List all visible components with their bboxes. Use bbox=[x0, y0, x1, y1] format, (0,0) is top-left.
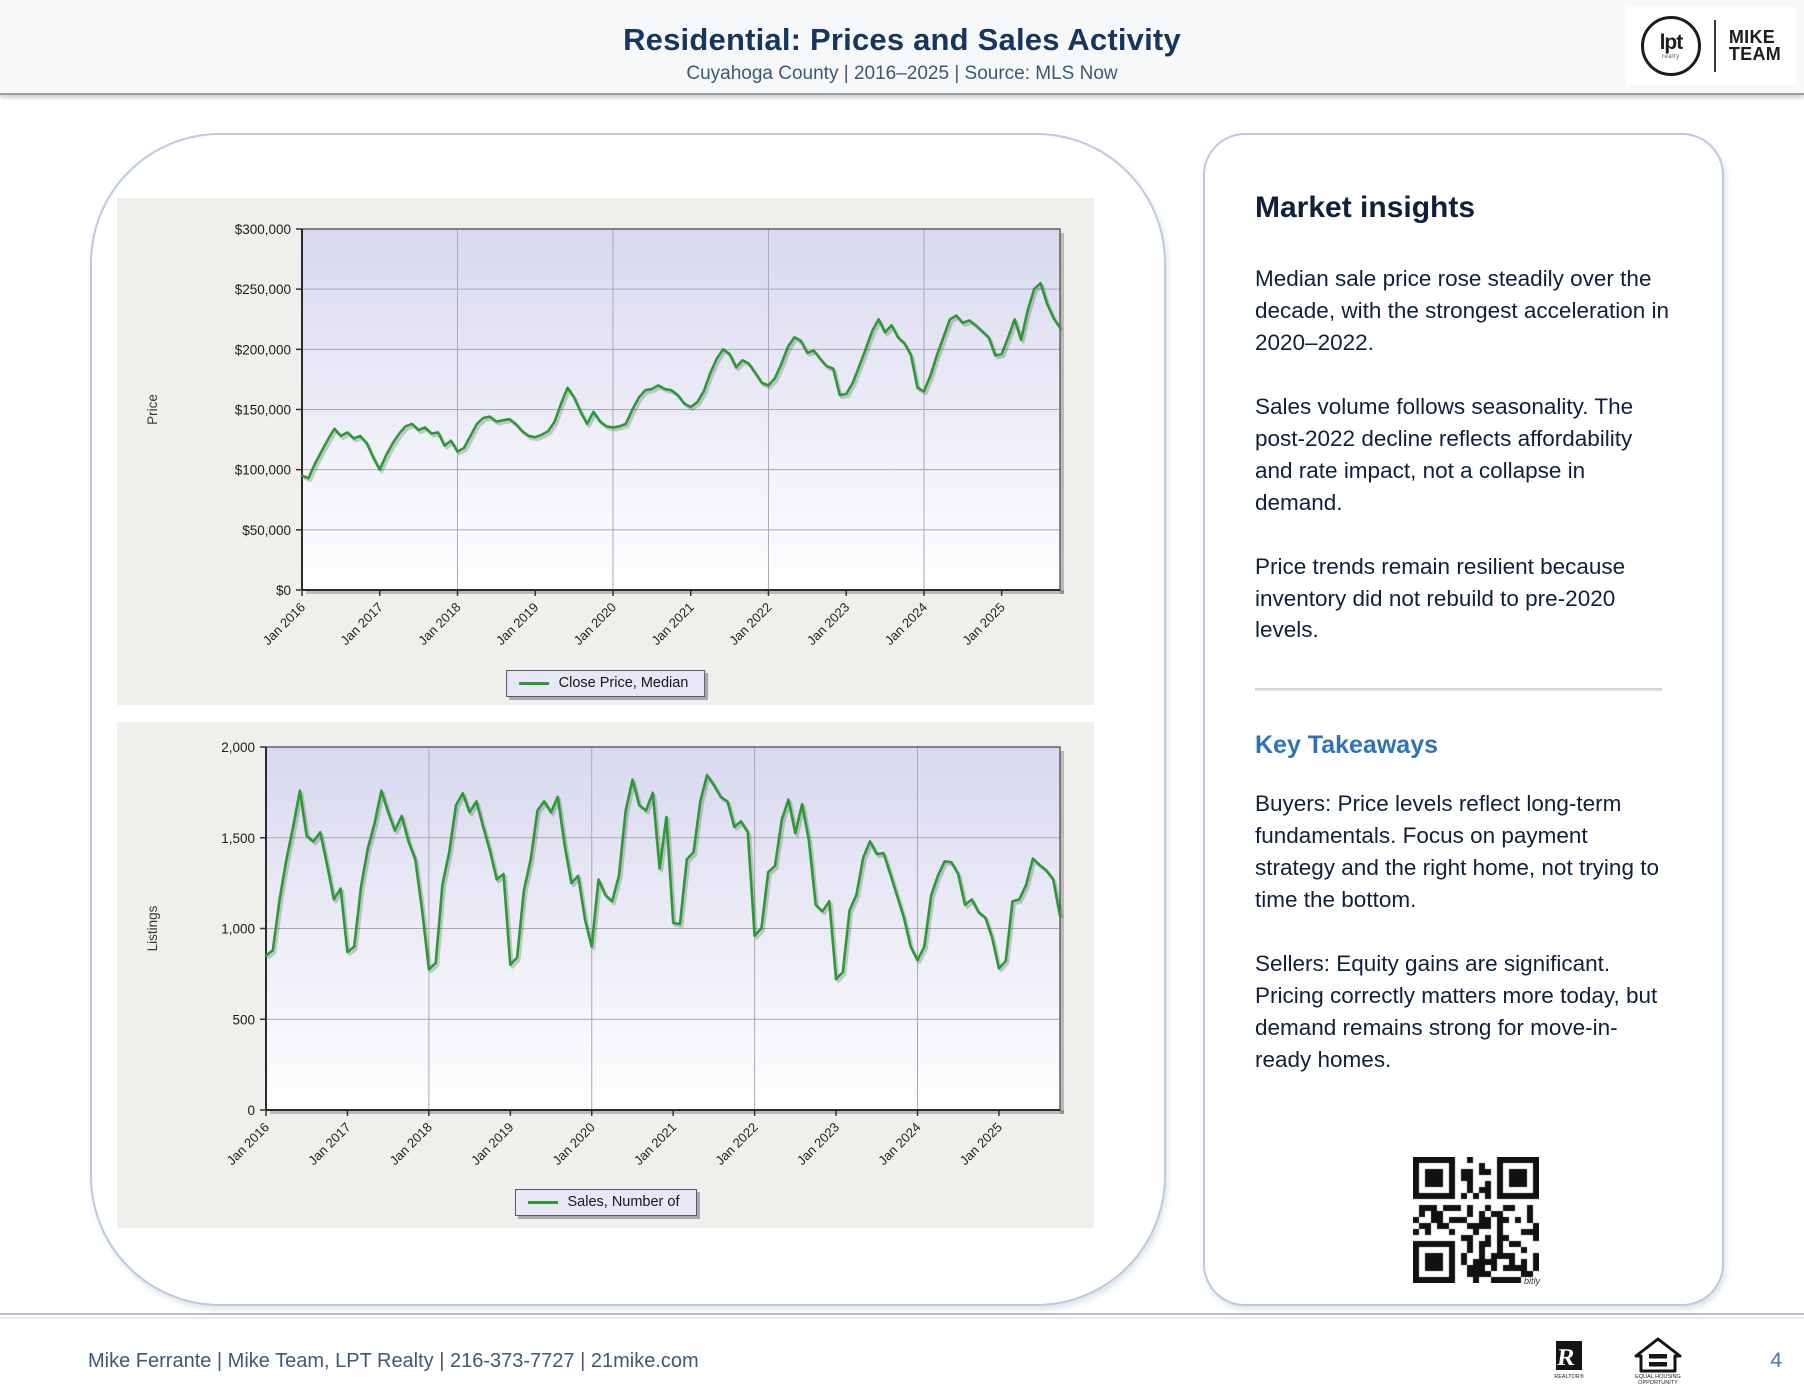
svg-text:Jan 2023: Jan 2023 bbox=[794, 1120, 842, 1168]
svg-text:Jan 2024: Jan 2024 bbox=[882, 600, 930, 648]
lpt-realty-logo-icon: lpt realty bbox=[1640, 16, 1701, 76]
takeaway-paragraph: Sellers: Equity gains are significant. P… bbox=[1255, 951, 1658, 1072]
svg-text:500: 500 bbox=[232, 1012, 255, 1027]
svg-text:Jan 2023: Jan 2023 bbox=[804, 600, 852, 648]
svg-text:Jan 2019: Jan 2019 bbox=[493, 600, 541, 648]
footer-bar: Mike Ferrante | Mike Team, LPT Realty | … bbox=[0, 1313, 1804, 1394]
insight-paragraph: Median sale price rose steadily over the… bbox=[1255, 266, 1669, 355]
sales-chart-plot: 0 500 1,000 1,500 2,000 Jan 2016 Jan 2017 Jan 2… bbox=[145, 740, 1064, 1168]
svg-text:OPPORTUNITY: OPPORTUNITY bbox=[1638, 1380, 1678, 1385]
page-subtitle: Cuyahoga County | 2016–2025 | Source: ML… bbox=[686, 63, 1118, 84]
svg-text:REALTOR®: REALTOR® bbox=[1555, 1373, 1585, 1380]
svg-text:1,000: 1,000 bbox=[221, 922, 255, 937]
insight-paragraph: Price trends remain resilient because in… bbox=[1255, 553, 1626, 643]
svg-text:Jan 2021: Jan 2021 bbox=[648, 600, 696, 648]
svg-text:$100,000: $100,000 bbox=[235, 463, 291, 478]
realtor-logo-icon: R REALTOR® bbox=[1555, 1341, 1585, 1380]
price-chart-plot: $0 $50,000 $100,000 $150,000 $200,000 $250,00… bbox=[145, 222, 1064, 648]
svg-text:Jan 2020: Jan 2020 bbox=[549, 1120, 597, 1168]
key-takeaways-heading: Key Takeaways bbox=[1255, 731, 1438, 760]
svg-text:$200,000: $200,000 bbox=[235, 342, 291, 357]
svg-text:R: R bbox=[1556, 1345, 1578, 1371]
takeaway-paragraph: Buyers: Price levels reflect long-term f… bbox=[1255, 791, 1659, 913]
footer-contact: Mike Ferrante | Mike Team, LPT Realty | … bbox=[88, 1349, 699, 1372]
brand-divider bbox=[1713, 20, 1716, 72]
lpt-realty-label: realty bbox=[1662, 54, 1680, 60]
header-bar: Residential: Prices and Sales Activity C… bbox=[0, 0, 1804, 95]
svg-text:Jan 2019: Jan 2019 bbox=[468, 1120, 516, 1168]
svg-text:EQUAL HOUSING: EQUAL HOUSING bbox=[1635, 1374, 1681, 1380]
legend-line-icon bbox=[518, 681, 549, 685]
charts-card: $0 $50,000 $100,000 $150,000 $200,000 $250,00… bbox=[90, 133, 1166, 1306]
qr-bitly-label: bitly bbox=[1523, 1276, 1540, 1286]
insights-card: Market insights Median sale price rose s… bbox=[1203, 133, 1724, 1306]
lpt-logo-text: lpt bbox=[1659, 31, 1684, 54]
svg-text:Jan 2022: Jan 2022 bbox=[726, 600, 774, 648]
price-chart: $0 $50,000 $100,000 $150,000 $200,000 $250,00… bbox=[117, 198, 1094, 705]
svg-text:Jan 2024: Jan 2024 bbox=[875, 1120, 923, 1168]
page-number: 4 bbox=[1770, 1349, 1782, 1372]
sales-chart-legend: Sales, Number of bbox=[514, 1189, 697, 1216]
svg-text:$50,000: $50,000 bbox=[242, 523, 291, 538]
insights-heading: Market insights bbox=[1255, 191, 1476, 224]
svg-text:$0: $0 bbox=[276, 583, 291, 598]
equal-housing-icon: EQUAL HOUSING OPPORTUNITY bbox=[1634, 1337, 1682, 1385]
qr-code bbox=[1413, 1157, 1539, 1283]
svg-text:Jan 2017: Jan 2017 bbox=[305, 1120, 353, 1168]
legend-line-icon bbox=[527, 1200, 558, 1204]
brand-box: lpt realty MIKE TEAM bbox=[1626, 7, 1796, 85]
legend-label: Sales, Number of bbox=[567, 1194, 680, 1210]
mike-team-line1: MIKE bbox=[1728, 26, 1776, 47]
sales-chart: 0 500 1,000 1,500 2,000 Jan 2016 Jan 2017 Jan 2… bbox=[117, 722, 1094, 1228]
svg-text:Jan 2020: Jan 2020 bbox=[571, 600, 619, 648]
svg-text:Listings: Listings bbox=[145, 905, 160, 951]
svg-text:Jan 2022: Jan 2022 bbox=[712, 1120, 760, 1168]
svg-text:Jan 2018: Jan 2018 bbox=[387, 1120, 435, 1168]
svg-text:Jan 2025: Jan 2025 bbox=[957, 1120, 1005, 1168]
svg-text:Jan 2018: Jan 2018 bbox=[415, 600, 463, 648]
svg-text:Jan 2025: Jan 2025 bbox=[959, 600, 1007, 648]
svg-text:$250,000: $250,000 bbox=[235, 282, 291, 297]
svg-text:$150,000: $150,000 bbox=[235, 403, 291, 418]
page-title: Residential: Prices and Sales Activity bbox=[623, 22, 1181, 57]
svg-text:1,500: 1,500 bbox=[221, 831, 255, 846]
svg-text:Price: Price bbox=[145, 394, 160, 425]
svg-text:0: 0 bbox=[247, 1103, 255, 1118]
svg-text:2,000: 2,000 bbox=[221, 740, 255, 755]
svg-text:Jan 2021: Jan 2021 bbox=[631, 1120, 679, 1168]
legend-label: Close Price, Median bbox=[558, 675, 689, 691]
svg-text:$300,000: $300,000 bbox=[235, 222, 291, 237]
svg-text:Jan 2016: Jan 2016 bbox=[260, 600, 308, 648]
price-chart-legend: Close Price, Median bbox=[505, 670, 706, 697]
svg-text:Jan 2016: Jan 2016 bbox=[224, 1120, 272, 1168]
mike-team-logo: MIKE TEAM bbox=[1728, 26, 1782, 64]
svg-text:Jan 2017: Jan 2017 bbox=[337, 600, 385, 648]
section-divider bbox=[1255, 688, 1662, 692]
mike-team-line2: TEAM bbox=[1728, 44, 1782, 64]
insight-paragraph: Sales volume follows seasonality. The po… bbox=[1255, 393, 1634, 515]
